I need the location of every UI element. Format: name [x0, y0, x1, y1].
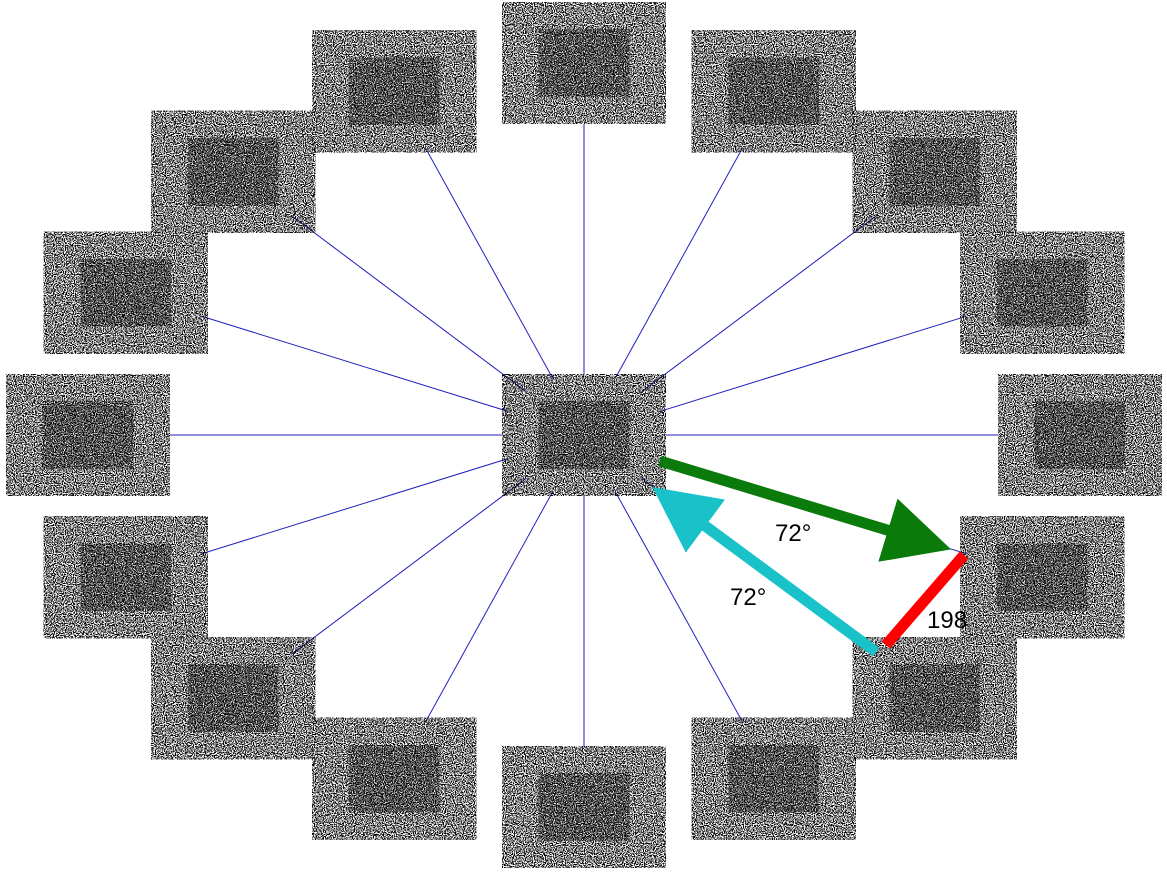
outer-blob	[502, 2, 666, 124]
red-connector	[881, 551, 969, 649]
spoke-line	[125, 434, 585, 578]
red-length-label: 198	[927, 607, 967, 634]
outer-blob	[6, 374, 170, 496]
outer-blob	[998, 374, 1162, 496]
spoke-line	[393, 434, 585, 779]
outer-blob	[691, 30, 856, 153]
blobs-group	[6, 2, 1162, 868]
outer-blob	[151, 110, 316, 233]
spoke-line	[583, 171, 936, 436]
spoke-line	[232, 434, 585, 699]
spoke-line	[583, 434, 775, 779]
outer-blob	[960, 516, 1125, 639]
spoke-line	[393, 91, 585, 436]
outer-blob	[43, 231, 208, 354]
outer-blob	[312, 30, 477, 153]
green-arrow	[658, 455, 952, 562]
outer-blob	[43, 516, 208, 639]
outer-blob	[312, 717, 477, 840]
outer-blob	[502, 746, 666, 868]
spoke-line	[125, 292, 585, 436]
outer-blob	[852, 110, 1017, 233]
spoke-line	[583, 292, 1043, 436]
outer-blob	[960, 231, 1125, 354]
green-angle-label: 72°	[775, 520, 811, 547]
spoke-line	[232, 171, 585, 436]
outer-blob	[852, 637, 1017, 760]
cyan-arrow	[652, 486, 880, 657]
cyan-angle-label: 72°	[730, 584, 766, 611]
spoke-line	[583, 91, 775, 436]
outer-blob	[151, 637, 316, 760]
outer-blob	[691, 717, 856, 840]
center-blob	[502, 374, 666, 496]
